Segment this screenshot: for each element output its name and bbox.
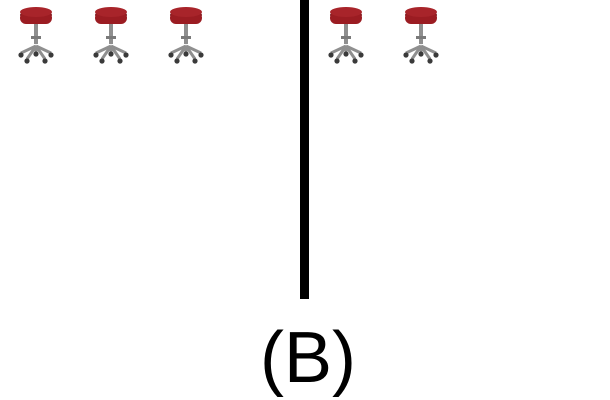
- stool-icon: [326, 6, 366, 66]
- panel-left: [0, 0, 300, 300]
- stool-icon: [401, 6, 441, 66]
- panel-caption: (B): [260, 318, 356, 398]
- panel-right: [310, 0, 610, 300]
- stool-icon: [16, 6, 56, 66]
- stool-icon: [166, 6, 206, 66]
- stool-icon: [91, 6, 131, 66]
- panel-divider: [300, 0, 309, 299]
